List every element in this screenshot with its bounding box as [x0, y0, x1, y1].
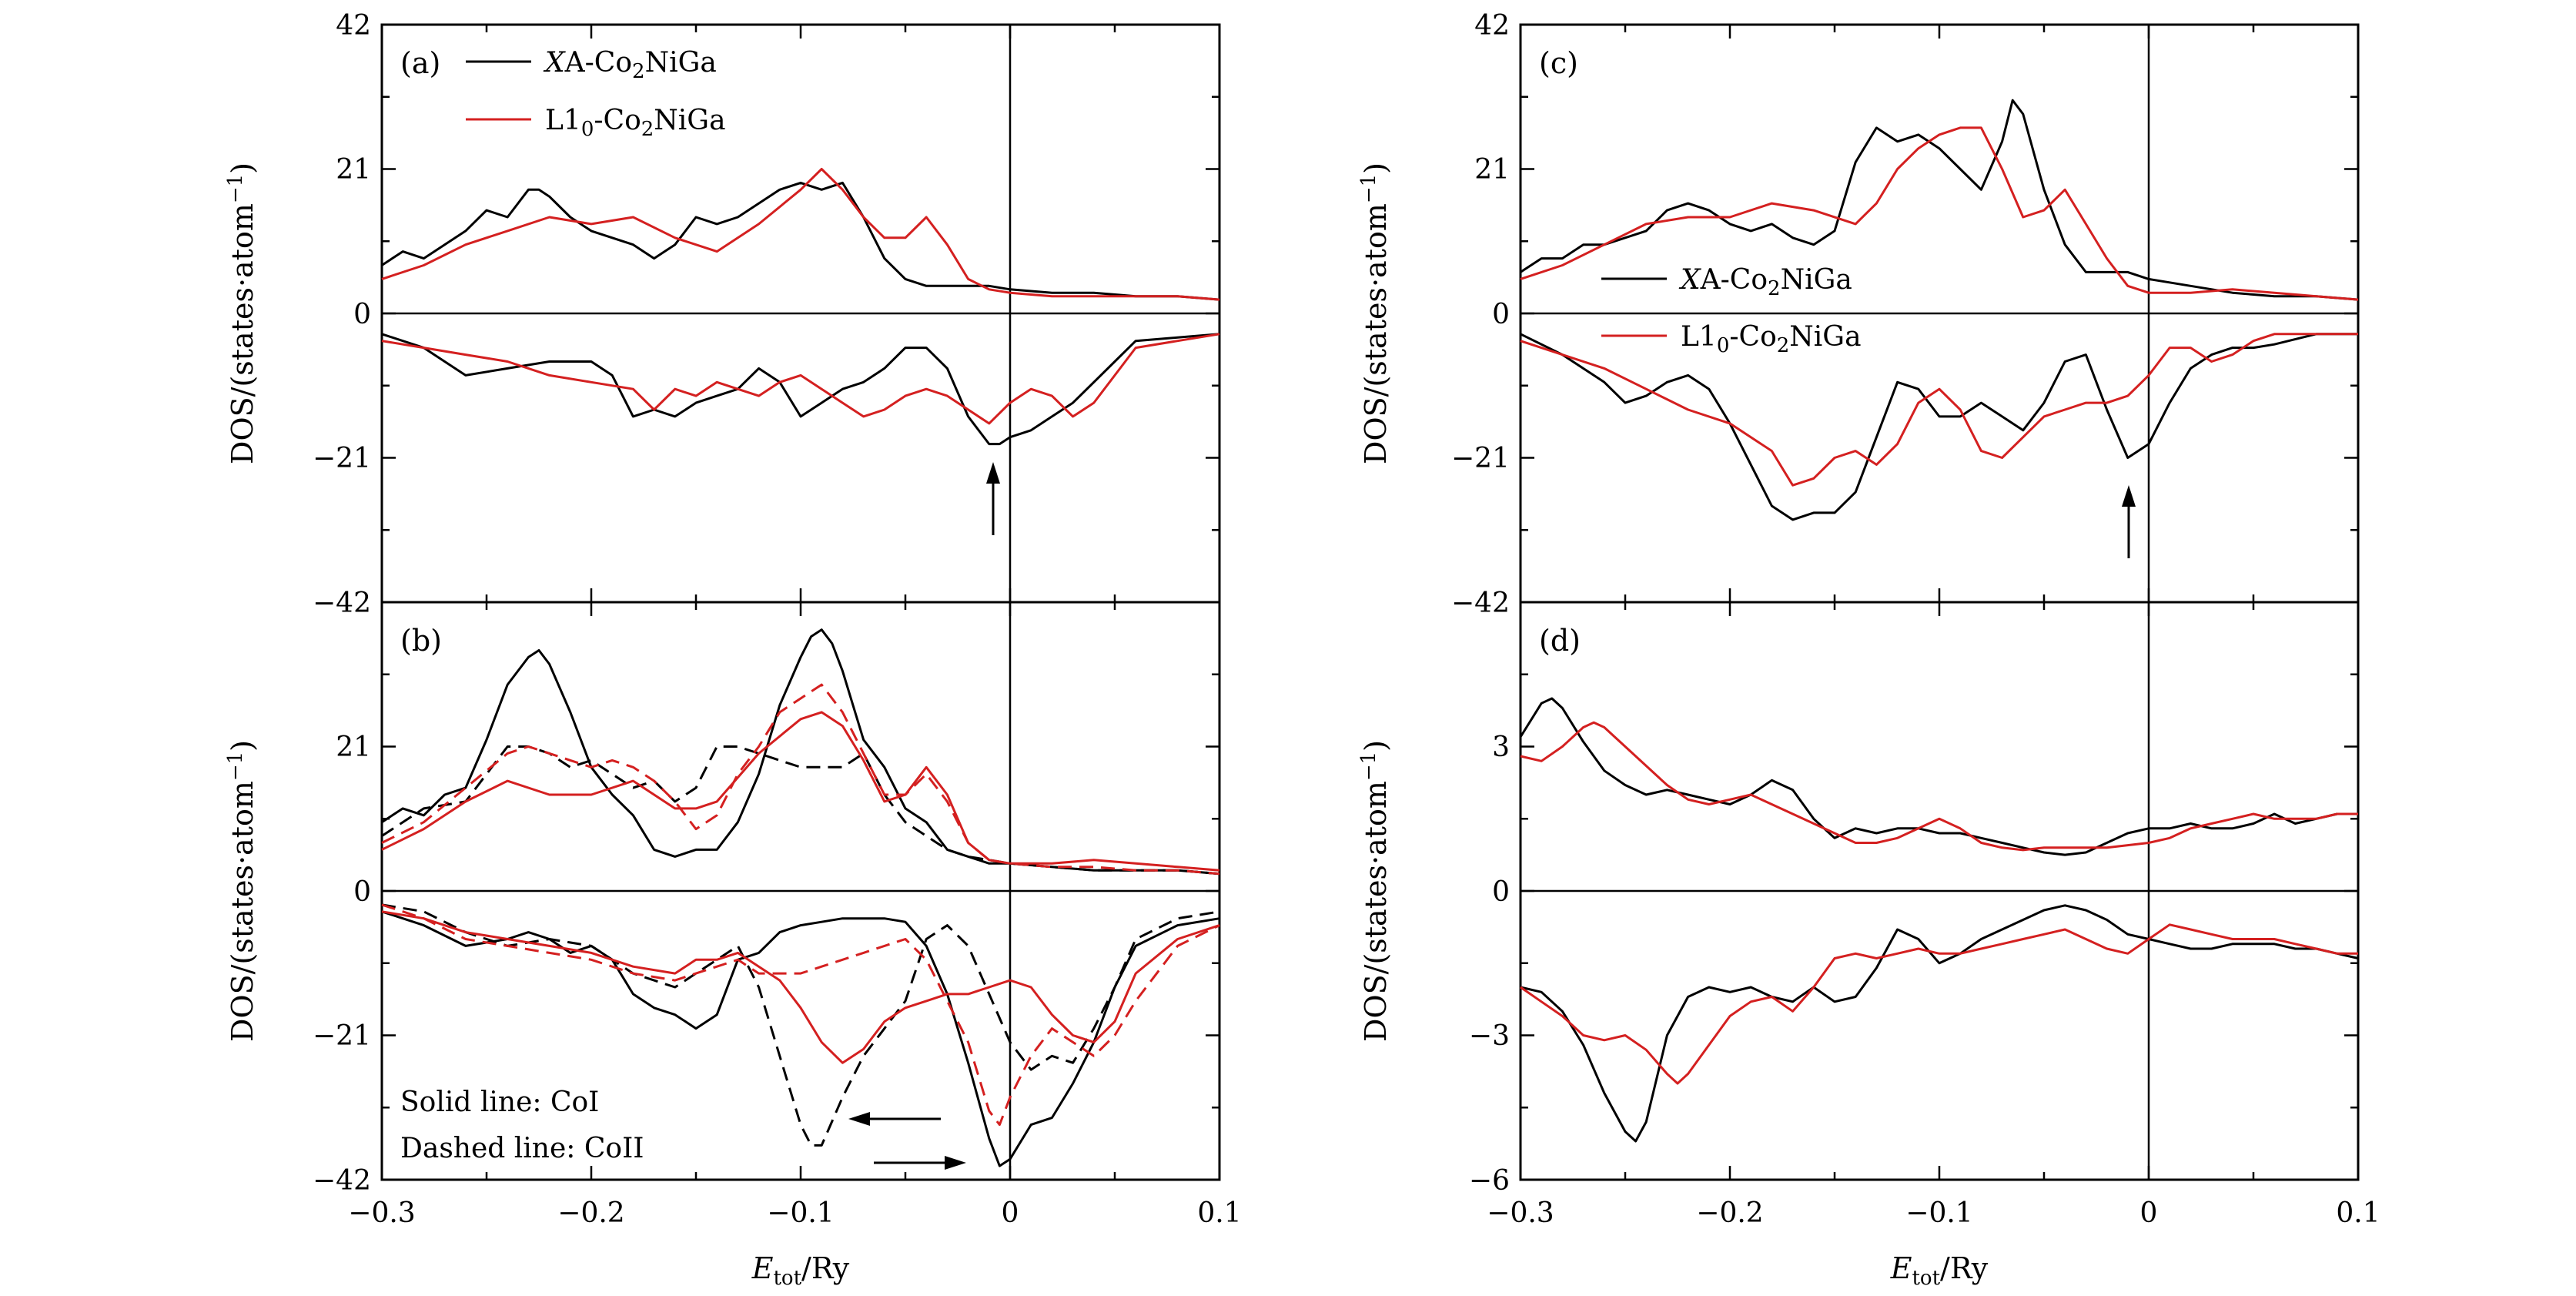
panel-b-xtick-m02: −0.2	[557, 1197, 624, 1229]
panel-b: (b) −42 21 0 −21 −42 Solid line: CoI Das…	[224, 588, 1242, 1290]
panel-b-ylabel: DOS/(states·atom−1)	[224, 740, 259, 1042]
panel-c-ylabel: DOS/(states·atom−1)	[1357, 162, 1393, 464]
legend-a-l10-text: L10-Co2NiGa	[545, 105, 726, 141]
series-line-b-0	[381, 628, 1220, 876]
panel-d-xtick-m01: −0.1	[1905, 1197, 1972, 1229]
panel-d-xtick-01: 0.1	[2336, 1197, 2380, 1229]
series-line-b-4	[381, 910, 1220, 1167]
panel-c-ticks	[1519, 23, 2360, 604]
panel-a-ytick-0: 0	[353, 299, 371, 330]
panel-a-ytick-42: 42	[336, 10, 371, 42]
panel-d-xtick-0: 0	[2140, 1197, 2158, 1229]
panel-a-ylabel: DOS/(states·atom−1)	[224, 162, 259, 464]
panel-d-xlabel: Etot/Ry	[1890, 1251, 1989, 1290]
panel-a-series	[381, 168, 1220, 446]
panel-b-series	[381, 628, 1220, 1167]
panel-c-ytick-21: 21	[1474, 154, 1510, 186]
panel-b-label: (b)	[400, 624, 442, 658]
panel-c-label: (c)	[1539, 46, 1578, 80]
series-line-c-2	[1520, 333, 2358, 521]
panel-d-xtick-m03: −0.3	[1487, 1197, 1554, 1229]
panel-d-xtick-m02: −0.2	[1696, 1197, 1763, 1229]
panel-d-ytick-0: 0	[1492, 876, 1510, 908]
series-line-b-3	[381, 683, 1220, 876]
panel-a-ytick-m21: −21	[313, 443, 371, 474]
series-line-d-1	[1520, 721, 2358, 852]
panel-c-ytick-m21: −21	[1451, 443, 1510, 474]
panel-d-ylabel: DOS/(states·atom−1)	[1357, 740, 1393, 1042]
legend-c-l10-text: L10-Co2NiGa	[1681, 321, 1862, 357]
panel-c-ytick-0: 0	[1492, 299, 1510, 330]
panel-c-ytick-m42: −42	[1451, 588, 1510, 619]
panel-b-xlabel: Etot/Ry	[751, 1251, 850, 1290]
panel-c-ytick-42: 42	[1474, 10, 1510, 42]
panel-b-right-arrow	[874, 1156, 966, 1170]
panel-d-ticks	[1519, 601, 2360, 1181]
panel-b-ytick-42: −42	[313, 588, 371, 619]
panel-b-xtick-m01: −0.1	[767, 1197, 834, 1229]
panel-c: (c) 42 21 0 −21 XA-Co2NiGa L10-Co2NiGa D…	[1357, 10, 2360, 604]
series-line-d-3	[1520, 923, 2358, 1085]
panel-a-ytick-21: 21	[336, 154, 371, 186]
series-line-a-2	[381, 333, 1220, 446]
panel-d-series	[1519, 697, 2359, 1143]
annotation-solid-line: Solid line: CoI	[400, 1087, 599, 1118]
panel-d-ytick-m3: −3	[1469, 1020, 1510, 1052]
series-line-a-3	[381, 333, 1220, 425]
panel-b-xtick-m03: −0.3	[348, 1197, 415, 1229]
panel-b-ytick-m42: −42	[313, 1165, 371, 1197]
series-line-b-7	[381, 903, 1220, 1127]
panel-b-xtick-0: 0	[1002, 1197, 1019, 1229]
legend-c-xa-text: XA-Co2NiGa	[1678, 264, 1852, 300]
series-line-b-6	[381, 910, 1220, 1064]
series-line-d-0	[1519, 697, 2358, 856]
panel-a: (a) 42 21 0 −21 XA-Co2NiGa L10-Co2NiGa D…	[224, 10, 1221, 604]
panel-d-ytick-m6: −6	[1469, 1165, 1510, 1197]
series-line-c-3	[1520, 333, 2358, 487]
panel-b-ytick-m21: −21	[313, 1020, 371, 1052]
panel-b-xtick-01: 0.1	[1197, 1197, 1241, 1229]
panel-b-left-arrow	[848, 1112, 941, 1126]
panel-d-label: (d)	[1539, 624, 1581, 658]
series-line-a-0	[381, 181, 1220, 301]
series-line-c-1	[1520, 126, 2359, 301]
panel-c-up-arrow	[2122, 485, 2136, 558]
panel-b-ytick-21: 21	[336, 732, 371, 763]
series-line-c-0	[1520, 99, 2359, 301]
series-line-a-1	[381, 168, 1220, 301]
series-line-b-2	[381, 711, 1220, 872]
series-line-b-5	[381, 903, 1220, 1147]
legend-a-xa-text: XA-Co2NiGa	[543, 47, 717, 83]
panel-d-ytick-3: 3	[1492, 732, 1510, 763]
annotation-dashed-line: Dashed line: CoII	[400, 1133, 644, 1164]
series-line-b-1	[381, 745, 1220, 876]
panel-b-ytick-0: 0	[353, 876, 371, 908]
series-line-d-2	[1520, 904, 2359, 1143]
panel-c-series	[1520, 99, 2359, 521]
panel-d: (d) −42 3 0 −3 −6 −0.3 −0.2 −0.1 0 0.1 D…	[1357, 588, 2380, 1290]
panel-a-up-arrow	[986, 462, 1000, 535]
panel-a-label: (a)	[400, 46, 440, 80]
